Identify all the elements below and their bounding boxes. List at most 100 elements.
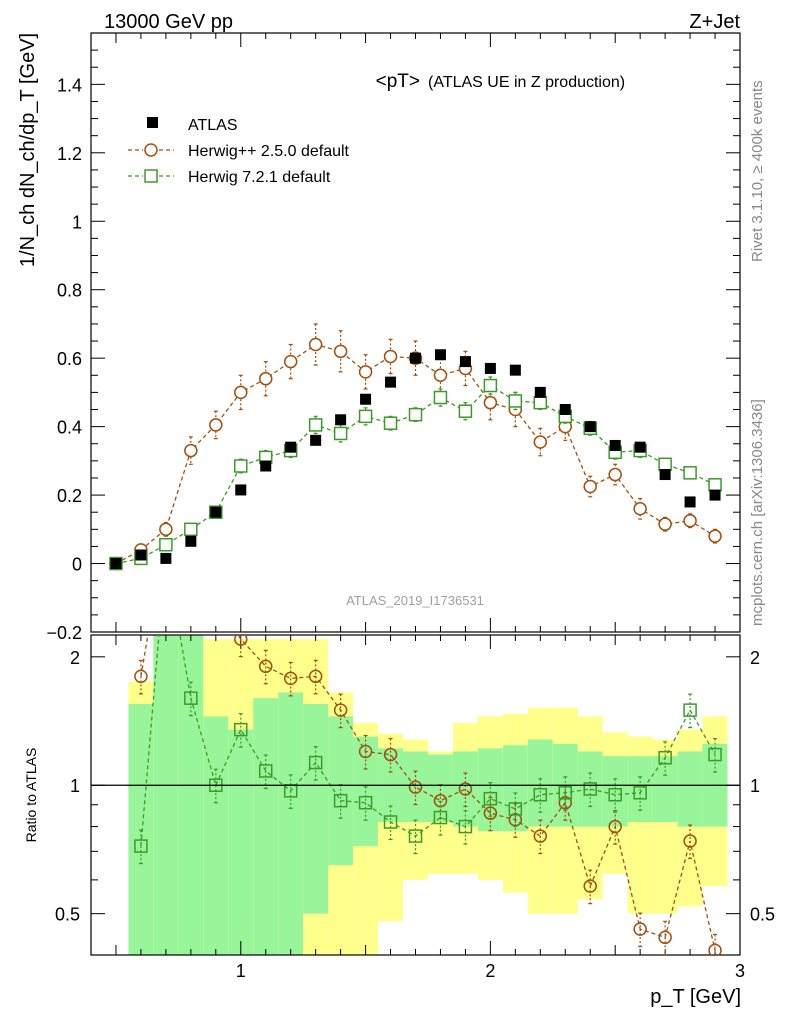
herwig25-ratio-marker — [583, 879, 597, 893]
herwig72-ratio-marker — [558, 786, 573, 800]
y-tick-label-main: 0.4 — [57, 418, 82, 438]
atlas-data-point — [360, 393, 372, 405]
herwig72-ratio-marker — [358, 795, 373, 810]
herwig72-main-marker — [458, 404, 473, 418]
herwig25-main-line — [115, 343, 716, 565]
herwig72-ratio-marker — [408, 829, 423, 843]
plot-title-sub: (ATLAS UE in Z production) — [428, 74, 625, 91]
herwig25-ratio-marker — [533, 829, 548, 843]
herwig72-ratio-marker — [333, 793, 348, 808]
atlas-data-point — [634, 441, 646, 453]
herwig25-ratio-marker — [658, 930, 672, 945]
herwig72-main-marker — [483, 378, 498, 393]
herwig72-main-marker — [358, 409, 373, 424]
atlas-data-point — [110, 558, 122, 570]
y-tick-label-main: 0 — [72, 555, 82, 575]
herwig25-main-marker — [433, 368, 448, 383]
atlas-data-point — [534, 386, 546, 398]
plot-title-main: <pT> — [376, 71, 420, 92]
herwig72-ratio-marker — [633, 786, 647, 800]
herwig72-ratio-marker — [258, 764, 273, 778]
herwig25-ratio-marker — [383, 747, 398, 762]
atlas-data-point — [559, 404, 571, 416]
atlas-data-point — [484, 362, 496, 374]
herwig25-ratio-marker — [608, 819, 622, 834]
atlas-data-point — [335, 414, 347, 426]
herwig25-ratio-marker — [633, 922, 647, 936]
herwig25-main-marker — [258, 371, 273, 386]
herwig25-ratio-marker — [210, 595, 222, 607]
herwig25-ratio-marker — [458, 782, 473, 796]
legend-label-h25: Herwig++ 2.5.0 default — [188, 143, 350, 160]
herwig72-ratio-marker — [583, 782, 597, 796]
herwig72-ratio-marker — [383, 815, 398, 829]
atlas-data-point — [210, 506, 222, 518]
herwig72-ratio-marker — [608, 787, 622, 802]
herwig25-ratio-marker — [358, 744, 373, 759]
y-tick-label-ratio-left: 1 — [70, 776, 80, 796]
herwig25-ratio-marker — [558, 795, 573, 810]
rivet-version-label: Rivet 3.1.10, ≥ 400k events — [749, 80, 766, 262]
atlas-data-point — [684, 496, 696, 508]
atlas-data-point — [434, 349, 446, 361]
band-inner-bin — [153, 635, 179, 955]
herwig25-main-marker — [583, 479, 597, 494]
y-tick-label-main: 0.2 — [57, 486, 82, 506]
herwig25-main-marker — [483, 395, 498, 410]
herwig25-main-marker — [358, 365, 373, 379]
atlas-data-point — [659, 469, 671, 481]
herwig25-main-marker — [209, 418, 223, 432]
axis-tick-labels: 1 2 3 −0.2 0 0.2 0.4 0.6 0.8 1 1.2 1.4 0.5 0.5 1 1 2 2 — [46, 75, 775, 981]
herwig72-main-marker — [508, 394, 523, 408]
y-tick-label-ratio-right: 2 — [750, 648, 760, 668]
herwig72-main-marker — [234, 459, 248, 473]
atlas-data-point — [285, 441, 297, 453]
herwig72-ratio-marker — [483, 791, 498, 806]
herwig25-main-marker — [234, 385, 248, 400]
atlas-data-point — [584, 421, 596, 433]
herwig25-ratio-marker — [333, 703, 348, 717]
atlas-data-point — [709, 489, 721, 501]
herwig25-ratio-marker — [683, 834, 697, 848]
herwig72-main-marker — [408, 407, 423, 422]
atlas-data-point — [410, 352, 421, 364]
y-axis-label-main: 1/N_ch dN_ch/dp_T [GeV] — [17, 33, 39, 267]
y-tick-label-ratio-right: 1 — [750, 776, 760, 796]
herwig72-ratio-marker — [234, 722, 248, 737]
y-tick-label-main: 1 — [72, 212, 82, 232]
herwig72-ratio-marker — [508, 802, 523, 816]
herwig72-main-marker — [433, 390, 448, 405]
herwig72-ratio-marker — [658, 750, 672, 765]
herwig25-ratio-marker — [134, 669, 148, 684]
analysis-watermark: ATLAS_2019_I1736531 — [346, 593, 484, 608]
process-label: Z+Jet — [689, 11, 740, 33]
herwig72-ratio-marker — [533, 787, 548, 802]
atlas-data-point — [185, 535, 197, 547]
atlas-data-point — [260, 460, 272, 472]
atlas-data-point — [160, 552, 172, 564]
herwig25-main-marker — [708, 529, 722, 543]
y-tick-label-main: −0.2 — [46, 623, 82, 643]
mcplots-label: mcplots.cern.ch [arXiv:1306.3436] — [749, 399, 766, 626]
band-inner-bin — [677, 751, 703, 827]
band-inner-bin — [403, 751, 428, 823]
y-tick-label-main: 1.2 — [57, 144, 82, 164]
band-inner-bin — [328, 716, 354, 866]
y-tick-label-main: 1.4 — [57, 75, 82, 95]
herwig25-main-marker — [683, 514, 697, 528]
herwig72-main-marker — [683, 466, 697, 480]
atlas-data-point — [459, 356, 471, 368]
herwig25-main-marker — [633, 502, 647, 516]
atlas-data-point — [135, 549, 147, 561]
herwig72-ratio-marker — [458, 819, 473, 834]
band-inner-bin — [303, 704, 329, 914]
herwig25-main-marker — [283, 354, 298, 369]
herwig25-main-marker — [383, 349, 398, 364]
band-inner-bin — [203, 716, 229, 955]
atlas-data-point — [235, 484, 247, 496]
herwig72-main-marker — [533, 395, 548, 410]
herwig72-main-marker — [383, 416, 398, 430]
band-inner-bin — [278, 692, 304, 955]
main-series-group — [109, 323, 722, 571]
